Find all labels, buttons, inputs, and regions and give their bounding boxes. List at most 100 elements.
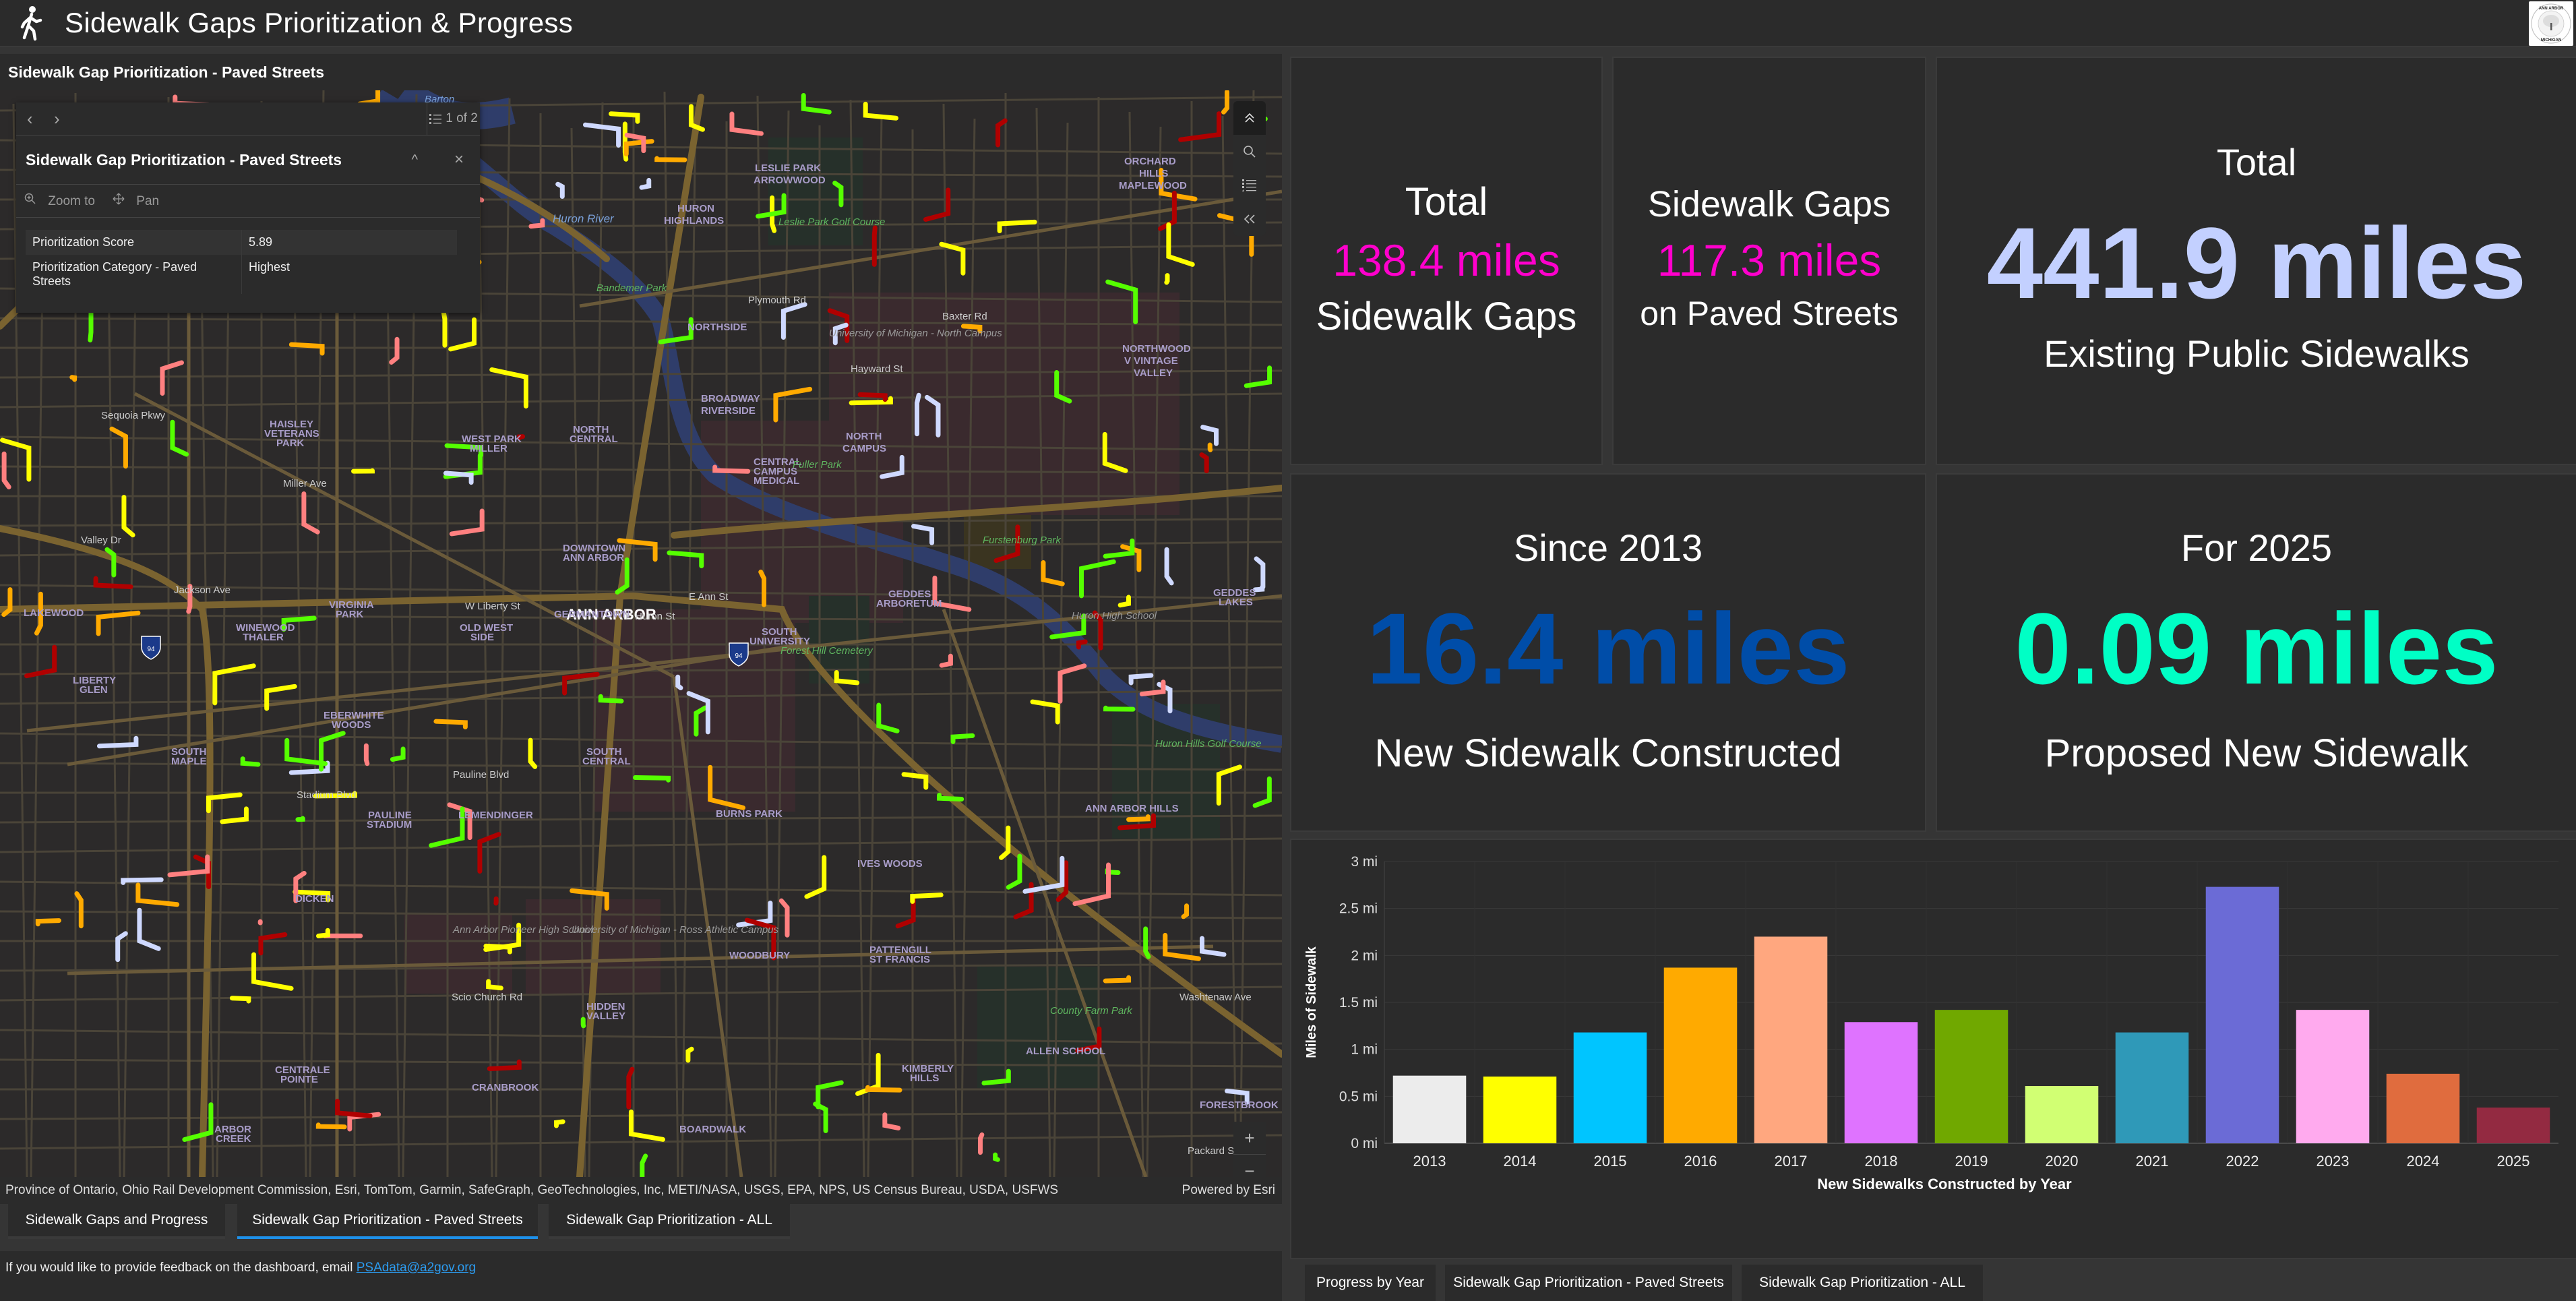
map-label: CAMPUS xyxy=(842,443,886,454)
map-label: Scio Church Rd xyxy=(452,992,522,1003)
right-tab-bar: Progress by Year Sidewalk Gap Prioritiza… xyxy=(1290,1265,2575,1301)
legend-button[interactable] xyxy=(1233,169,1266,202)
indicator-value: 16.4 miles xyxy=(1366,592,1850,705)
close-icon[interactable]: × xyxy=(454,150,464,169)
indicator-top-text: Total xyxy=(2216,141,2297,183)
map-label: Hayward St xyxy=(851,363,903,375)
map-label: ANN ARBOR xyxy=(563,552,624,564)
bar-2020[interactable] xyxy=(2025,1086,2099,1143)
map-label: NORTH xyxy=(573,424,609,435)
pan-arrows-icon xyxy=(113,193,125,205)
tab-gap-prioritization-paved-streets[interactable]: Sidewalk Gap Prioritization - Paved Stre… xyxy=(1445,1265,1732,1301)
y-tick-label: 0 mi xyxy=(1351,1136,1378,1151)
pedestrian-walking-icon xyxy=(20,6,42,41)
popup-header: Sidewalk Gap Prioritization - Paved Stre… xyxy=(16,135,480,185)
y-tick-label: 3 mi xyxy=(1351,854,1378,870)
indicator-gaps-paved-streets: Sidewalk Gaps 117.3 miles on Paved Stree… xyxy=(1612,57,1926,465)
search-button[interactable] xyxy=(1233,135,1266,169)
indicator-total-sidewalk-gaps: Total 138.4 miles Sidewalk Gaps xyxy=(1290,57,1603,465)
map-label: ORCHARD xyxy=(1124,156,1176,167)
map-label: CENTRALE xyxy=(275,1064,330,1076)
zoom-in-button[interactable]: + xyxy=(1233,1122,1266,1155)
map-label: BURNS PARK xyxy=(716,808,783,820)
indicator-bottom-text: on Paved Streets xyxy=(1640,295,1899,332)
map-label: CENTRAL xyxy=(754,456,802,468)
bar-2014[interactable] xyxy=(1483,1077,1557,1143)
bar-2018[interactable] xyxy=(1844,1022,1918,1143)
map-label: ARBORETUM xyxy=(876,598,942,609)
map-label: Miller Ave xyxy=(283,478,327,489)
map-label: University of Michigan - Ross Athletic C… xyxy=(572,924,779,936)
powered-by-esri[interactable]: Powered by Esri xyxy=(1182,1183,1275,1197)
bar-2017[interactable] xyxy=(1754,936,1828,1143)
map-label: ST FRANCIS xyxy=(869,954,930,965)
map-label: IVES WOODS xyxy=(857,858,923,870)
zoom-to-button[interactable]: Zoom to xyxy=(24,193,95,209)
feedback-message: If you would like to provide feedback on… xyxy=(5,1261,357,1275)
map-label: Pauline Blvd xyxy=(453,769,509,781)
y-tick-label: 2.5 mi xyxy=(1339,901,1378,917)
double-chevron-left-icon xyxy=(1244,214,1255,224)
bar-2022[interactable] xyxy=(2205,886,2279,1143)
indicator-value: 0.09 miles xyxy=(2015,592,2498,705)
indicator-value: 138.4 miles xyxy=(1332,235,1560,285)
map-label: WEST PARK xyxy=(462,433,522,445)
map-label: CAMPUS xyxy=(754,466,797,477)
feature-list-button[interactable]: 1 of 2 xyxy=(427,102,480,135)
map-label: POINTE xyxy=(280,1074,318,1085)
map-label: County Farm Park xyxy=(1050,1005,1133,1017)
x-tick-label: 2021 xyxy=(2136,1153,2169,1170)
indicator-new-sidewalk-since-2013: Since 2013 16.4 miles New Sidewalk Const… xyxy=(1290,473,1926,832)
popup-title: Sidewalk Gap Prioritization - Paved Stre… xyxy=(26,150,342,169)
previous-feature-button[interactable]: ‹ xyxy=(27,108,33,129)
map-label: ANN ARBOR xyxy=(566,606,656,623)
tab-sidewalk-gaps-and-progress[interactable]: Sidewalk Gaps and Progress xyxy=(8,1204,225,1239)
collapse-toolbar-button[interactable] xyxy=(1233,101,1266,135)
y-tick-label: 1.5 mi xyxy=(1339,995,1378,1010)
collapse-chevron-up-icon[interactable]: ^ xyxy=(411,152,418,167)
map-tools-toolbar xyxy=(1233,101,1266,236)
map-label: STADIUM xyxy=(367,819,412,830)
bar-2023[interactable] xyxy=(2296,1010,2370,1143)
map-label: MILLER xyxy=(470,443,508,454)
map-label: LEMENDINGER xyxy=(458,810,533,821)
indicator-existing-public-sidewalks: Total 441.9 miles Existing Public Sidewa… xyxy=(1936,57,2576,465)
map-label: W Liberty St xyxy=(465,601,521,612)
zoom-to-label: Zoom to xyxy=(48,194,95,208)
city-seal-icon: ANN ARBOR MICHIGAN xyxy=(2531,3,2571,44)
feedback-email-link[interactable]: PSAdata@a2gov.org xyxy=(356,1261,477,1275)
bar-2024[interactable] xyxy=(2386,1073,2460,1143)
map-label: PATTENGILL xyxy=(869,944,931,956)
map-view[interactable]: ANN ARBOR HURON HIGHLANDS LESLIE PARK ARROWW… xyxy=(0,90,1282,1177)
tab-gap-prioritization-all[interactable]: Sidewalk Gap Prioritization - ALL xyxy=(1742,1265,1983,1301)
map-attribution[interactable]: Province of Ontario, Ohio Rail Developme… xyxy=(5,1183,1059,1197)
indicator-bottom-text: Proposed New Sidewalk xyxy=(2044,731,2469,775)
bar-2019[interactable] xyxy=(1934,1010,2008,1143)
tab-progress-by-year[interactable]: Progress by Year xyxy=(1305,1265,1436,1301)
map-label: Packard St xyxy=(1188,1145,1237,1157)
zoom-in-magnifier-icon xyxy=(24,193,36,204)
next-feature-button[interactable]: › xyxy=(54,108,60,129)
map-label: ARBOR xyxy=(214,1124,251,1135)
map-label: WOODBURY xyxy=(729,950,790,961)
bar-2025[interactable] xyxy=(2476,1108,2550,1143)
tab-gap-prioritization-paved-streets[interactable]: Sidewalk Gap Prioritization - Paved Stre… xyxy=(237,1204,538,1239)
bar-2015[interactable] xyxy=(1573,1032,1647,1143)
tab-gap-prioritization-all[interactable]: Sidewalk Gap Prioritization - ALL xyxy=(549,1204,790,1239)
expand-panel-button[interactable] xyxy=(1233,202,1266,236)
map-label: CENTRAL xyxy=(570,433,618,445)
map-label: ARROWWOOD xyxy=(754,175,826,186)
map-label: HIDDEN xyxy=(586,1001,625,1012)
map-label: VALLEY xyxy=(1134,367,1173,379)
pan-button[interactable]: Pan xyxy=(113,193,159,209)
bar-2013[interactable] xyxy=(1392,1075,1467,1143)
map-label: HIGHLANDS xyxy=(664,215,724,226)
bar-2016[interactable] xyxy=(1663,967,1738,1143)
y-tick-label: 2 mi xyxy=(1351,948,1378,963)
map-label: GERMANTOWN xyxy=(554,609,630,620)
bar-chart[interactable]: 0 mi 0.5 mi 1 mi 1.5 mi 2 mi 2.5 mi 3 mi 2013 20… xyxy=(1291,840,2576,1258)
zoom-out-button[interactable]: − xyxy=(1244,1160,1255,1178)
map-label: Plymouth Rd xyxy=(748,295,806,306)
bar-2021[interactable] xyxy=(2115,1032,2189,1143)
